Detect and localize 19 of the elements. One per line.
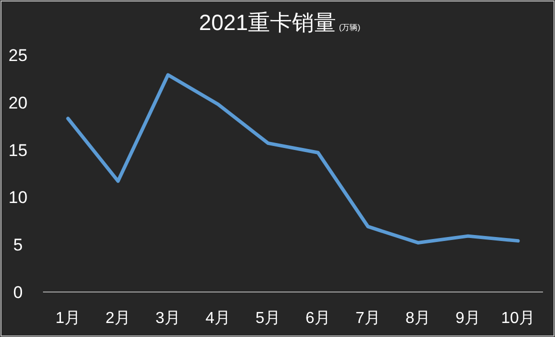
chart-title: 2021重卡销量 xyxy=(199,10,336,35)
y-tick-label: 15 xyxy=(8,140,28,160)
x-tick-label: 1月 xyxy=(56,310,80,327)
y-tick-label: 20 xyxy=(8,93,28,112)
x-tick-label: 7月 xyxy=(356,310,380,327)
y-tick-label: 25 xyxy=(8,46,28,65)
x-tick-label: 9月 xyxy=(456,310,480,327)
x-tick-label: 2月 xyxy=(106,310,130,327)
x-tick-label: 10月 xyxy=(501,310,535,327)
y-tick-label: 0 xyxy=(13,283,23,302)
x-tick-label: 8月 xyxy=(406,310,430,327)
y-tick-label: 10 xyxy=(8,188,28,208)
chart-subtitle: (万辆) xyxy=(338,23,361,32)
x-tick-label: 3月 xyxy=(156,310,180,327)
x-tick-label: 6月 xyxy=(306,310,330,327)
line-series xyxy=(66,73,520,244)
y-tick-label: 5 xyxy=(13,236,23,255)
x-tick-label: 4月 xyxy=(206,310,230,327)
x-tick-label: 5月 xyxy=(256,310,280,327)
